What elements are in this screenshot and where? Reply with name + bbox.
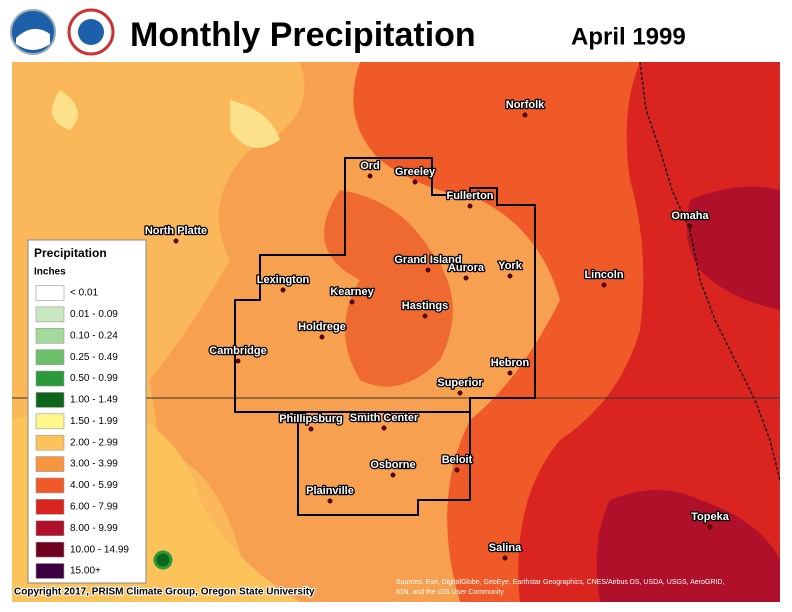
precip-spot (153, 550, 173, 570)
city-label: Osborne (370, 459, 415, 471)
city-dot (412, 179, 418, 185)
legend-swatch (35, 306, 65, 323)
city-label: Lexington (257, 274, 310, 286)
legend-swatch (35, 413, 65, 430)
legend-label: 0.25 - 0.49 (70, 352, 118, 363)
legend-swatch (35, 370, 65, 387)
city-label: Topeka (691, 511, 730, 523)
city-dot (507, 273, 513, 279)
region-red2 (324, 190, 453, 387)
city-dot (308, 426, 314, 432)
city-label: Kearney (330, 286, 374, 298)
city-label: Omaha (671, 210, 709, 222)
city-dot (349, 299, 355, 305)
city-label: North Platte (145, 225, 207, 237)
legend-label: 6.00 - 7.99 (70, 501, 118, 512)
title: Monthly Precipitation (130, 16, 476, 54)
city-dot (235, 358, 241, 364)
legend-label: 10.00 - 14.99 (70, 544, 129, 555)
legend-label: < 0.01 (70, 288, 99, 299)
city-label: Cambridge (209, 345, 266, 357)
city-label: Hastings (402, 300, 448, 312)
city-dot (422, 313, 428, 319)
city-dot (173, 238, 179, 244)
legend-label: 0.10 - 0.24 (70, 330, 118, 341)
city-label: Holdrege (298, 321, 346, 333)
legend-swatch (35, 285, 65, 301)
city-dot (601, 282, 607, 288)
city-dot (687, 223, 693, 229)
date: April 1999 (571, 23, 686, 50)
legend-swatch (35, 499, 65, 515)
city-label: Norfolk (506, 99, 545, 111)
legend-label: 1.50 - 1.99 (70, 416, 118, 427)
legend-title: Precipitation (34, 246, 107, 260)
legend-label: 2.00 - 2.99 (70, 437, 118, 448)
legend-swatch (35, 349, 65, 365)
city-label: Ord (360, 160, 380, 172)
legend-swatch (35, 541, 65, 558)
source-line: Sources: Esri, DigitalGlobe, GeoEye, Ear… (396, 579, 724, 586)
legend-swatch (35, 520, 65, 537)
city-label: Phillipsburg (279, 413, 343, 425)
header: Monthly Precipitation April 1999 (10, 8, 686, 56)
legend-units: Inches (34, 267, 66, 278)
city-dot (425, 267, 431, 273)
legend-swatch (35, 477, 65, 494)
legend-label: 3.00 - 3.99 (70, 459, 118, 470)
city-dot (454, 467, 460, 473)
city-dot (390, 472, 396, 478)
city-dot (381, 425, 387, 431)
city-label: Smith Center (350, 412, 419, 424)
city-dot (319, 334, 325, 340)
region-pale (52, 90, 280, 148)
legend-label: 0.50 - 0.99 (70, 373, 118, 384)
city-label: Lincoln (584, 269, 623, 281)
legend-label: 15.00+ (70, 566, 101, 577)
city-label: Salina (489, 542, 522, 554)
city-dot (502, 555, 508, 561)
city-label: Plainville (306, 485, 354, 497)
legend-swatch (35, 392, 65, 408)
region-darkred (596, 186, 780, 602)
nws-logo-center (78, 19, 104, 45)
city-dot (507, 370, 513, 376)
study-area-outline (234, 157, 536, 516)
legend-swatch (35, 327, 65, 344)
city-dot (707, 524, 713, 530)
legend-swatch (35, 456, 65, 472)
city-dot (522, 112, 528, 118)
city-label: Greeley (395, 166, 436, 178)
cities: Norfolk Ord Greeley Fullerton North Platte Om… (144, 98, 731, 561)
city-label: York (498, 260, 523, 272)
city-dot (467, 203, 473, 209)
legend-label: 0.01 - 0.09 (70, 309, 118, 320)
city-label: Fullerton (446, 190, 493, 202)
city-dot (327, 498, 333, 504)
city-dot (280, 287, 286, 293)
city-label: Aurora (448, 262, 485, 274)
city-dot (463, 275, 469, 281)
legend-label: 1.00 - 1.49 (70, 395, 118, 406)
noaa-logo-wave (16, 28, 50, 50)
city-dot (457, 390, 463, 396)
city-label: Hebron (491, 357, 530, 369)
source-line: IGN, and the GIS User Community (396, 589, 504, 596)
legend-swatch (35, 563, 65, 579)
city-dot (367, 173, 373, 179)
legend-label: 4.00 - 5.99 (70, 480, 118, 491)
legend-swatch (35, 434, 65, 451)
city-label: Superior (437, 377, 483, 389)
copyright: Copyright 2017, PRISM Climate Group, Ore… (14, 587, 315, 598)
legend: Precipitation Inches < 0.01 0.01 - 0.09 0.… (27, 239, 147, 584)
legend-label: 8.00 - 9.99 (70, 523, 118, 534)
city-label: Grand Island (394, 254, 461, 266)
state-boundary-river (639, 62, 780, 481)
city-label: Beloit (442, 454, 473, 466)
